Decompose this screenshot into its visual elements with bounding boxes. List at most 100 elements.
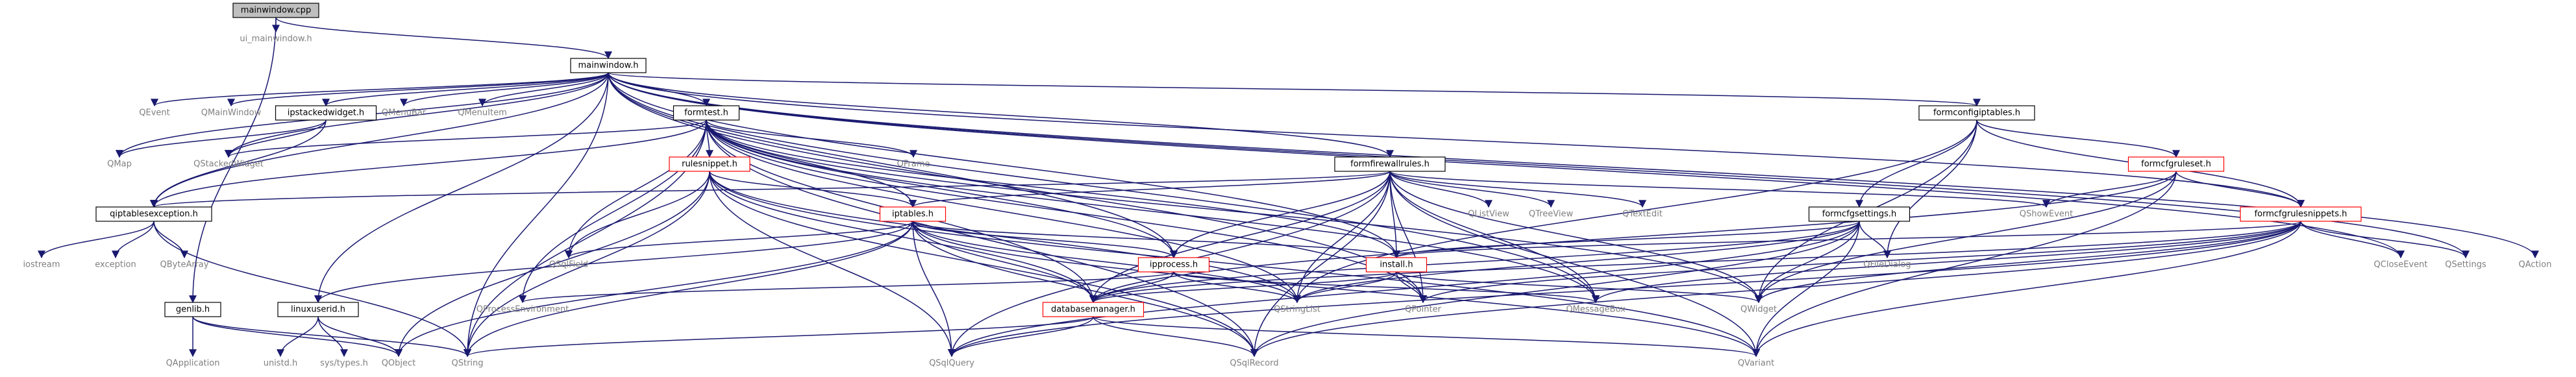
node-label: formcfgsettings.h — [1822, 210, 1897, 219]
graph-node-formtest-h[interactable]: formtest.h — [673, 105, 740, 121]
node-label: QMap — [107, 160, 132, 169]
node-label: ui_mainwindow.h — [240, 34, 312, 44]
graph-node-ipstackedwidget-h[interactable]: ipstackedwidget.h — [275, 105, 377, 121]
graph-node-genlib-h[interactable]: genlib.h — [164, 302, 221, 317]
graph-node-formconfigiptables-h[interactable]: formconfigiptables.h — [1918, 105, 2035, 121]
edge-mainwindow-cpp-to-genlib-h — [189, 17, 277, 304]
edge-iptables-h-to-qstringlist — [912, 221, 1301, 304]
edge-formfirewallrules-h-to-qvariant — [1389, 171, 1760, 358]
edge-formfirewallrules-h-to-ipprocess-h — [1170, 171, 1391, 259]
graph-node-install-h[interactable]: install.h — [1365, 257, 1428, 273]
edge-formfirewallrules-h-to-qtextedit — [1389, 171, 1646, 208]
node-label: sys/types.h — [320, 359, 368, 369]
edge-mainwindow-h-to-qevent — [151, 72, 609, 107]
edge-rulesnippet-h-to-qstringlist — [709, 171, 1301, 304]
edge-formconfigiptables-h-to-qstringlist — [1293, 119, 1977, 304]
edge-mainwindow-h-to-qmessagebox — [608, 72, 1600, 304]
edge-formcfgsettings-h-to-qvariant — [1752, 221, 1860, 358]
node-box — [669, 156, 750, 172]
node-label: QSqlQuery — [929, 359, 974, 369]
node-label: formconfigiptables.h — [1933, 108, 2020, 118]
edge-ipstackedwidget-h-to-qstackedwidget — [225, 119, 327, 158]
edge-formcfgrulesnippets-h-to-install-h — [1393, 221, 2301, 259]
node-label: QFrame — [897, 160, 930, 169]
edge-install-h-to-qstringlist — [1293, 271, 1397, 304]
edge-formfirewallrules-h-to-qmessagebox — [1389, 171, 1600, 304]
edge-formfirewallrules-h-to-iptables-h — [909, 171, 1391, 208]
edge-formcfgrulesnippets-h-to-qwidget — [1755, 221, 2301, 304]
node-box — [879, 206, 947, 222]
node-box — [1042, 302, 1145, 317]
edge-formfirewallrules-h-to-qstringlist — [1293, 171, 1391, 304]
graph-node-ipprocess-h[interactable]: ipprocess.h — [1137, 257, 1210, 273]
node-label: QTreeView — [1529, 210, 1574, 219]
edge-mainwindow-h-to-qmenuitem — [478, 72, 609, 107]
edge-formcfgrulesnippets-h-to-qcloseevent — [2300, 221, 2405, 259]
graph-node-qbytearray: QByteArray — [160, 260, 209, 270]
edge-mainwindow-h-to-qiptablesexception-h — [150, 72, 609, 208]
edge-formconfigiptables-h-to-qfiledialog — [1883, 119, 1977, 259]
node-box — [1334, 156, 1446, 172]
graph-node-ui-mainwindow-h: ui_mainwindow.h — [240, 34, 312, 44]
node-label: QMenuItem — [458, 108, 507, 118]
node-label: QByteArray — [160, 260, 209, 270]
edge-mainwindow-h-to-ipstackedwidget-h — [322, 72, 609, 107]
edge-iptables-h-to-qstring — [464, 221, 913, 358]
graph-node-qmenuitem: QMenuItem — [458, 108, 507, 118]
graph-node-qsettings: QSettings — [2445, 260, 2486, 270]
graph-node-exception: exception — [95, 260, 136, 270]
node-label: iostream — [23, 260, 60, 270]
graph-node-formfirewallrules-h[interactable]: formfirewallrules.h — [1334, 156, 1446, 172]
graph-node-formcfgruleset-h[interactable]: formcfgruleset.h — [2127, 156, 2225, 172]
node-label: formcfgruleset.h — [2141, 160, 2211, 169]
graph-node-mainwindow-h[interactable]: mainwindow.h — [570, 58, 647, 73]
node-label: unistd.h — [264, 359, 298, 369]
edge-formcfgrulesnippets-h-to-databasemanager-h — [1089, 221, 2301, 304]
node-box — [2240, 206, 2362, 222]
edge-formtest-h-to-qiptablesexception-h — [150, 119, 707, 208]
graph-node-sys-types-h: sys/types.h — [320, 359, 368, 369]
edge-formcfgrulesnippets-h-to-qsqlquery — [948, 221, 2301, 358]
node-label: mainwindow.h — [578, 61, 639, 71]
graph-node-qiptablesexception-h[interactable]: qiptablesexception.h — [95, 206, 212, 222]
edge-install-h-to-databasemanager-h — [1089, 271, 1397, 304]
node-label: qiptablesexception.h — [110, 210, 198, 219]
edge-formtest-h-to-qsqlfield — [565, 119, 707, 259]
node-label: QMessageBox — [1566, 305, 1626, 315]
node-label: formfirewallrules.h — [1350, 160, 1430, 169]
edge-formcfgrulesnippets-h-to-qsettings — [2300, 221, 2470, 259]
edge-qiptablesexception-h-to-qbytearray — [153, 221, 188, 259]
graph-node-rulesnippet-h[interactable]: rulesnippet.h — [669, 156, 750, 172]
edge-mainwindow-h-to-formfirewallrules-h — [608, 72, 1394, 158]
edge-ipprocess-h-to-qmessagebox — [1173, 271, 1600, 304]
edge-formcfgsettings-h-to-install-h — [1393, 221, 1860, 259]
edge-formfirewallrules-h-to-qsqlrecord — [1250, 171, 1391, 358]
edge-iptables-h-to-qvariant — [912, 221, 1760, 358]
graph-node-mainwindow-cpp[interactable]: mainwindow.cpp — [232, 3, 319, 18]
edge-ipstackedwidget-h-to-qmap — [116, 119, 327, 158]
edge-iptables-h-to-qobject — [395, 221, 913, 358]
edge-genlib-h-to-qstring — [192, 316, 471, 358]
edge-formconfigiptables-h-to-formcfgsettings-h — [1855, 119, 1977, 208]
edge-databasemanager-h-to-qsqlrecord — [1093, 316, 1258, 358]
graph-node-formcfgrulesnippets-h[interactable]: formcfgrulesnippets.h — [2240, 206, 2362, 222]
graph-node-linuxuserid-h[interactable]: linuxuserid.h — [277, 302, 359, 317]
graph-node-databasemanager-h[interactable]: databasemanager.h — [1042, 302, 1145, 317]
graph-node-formcfgsettings-h[interactable]: formcfgsettings.h — [1808, 206, 1911, 222]
graph-node-qstackedwidget: QStackedWidget — [193, 160, 264, 169]
edge-formcfgrulesnippets-h-to-qsqlrecord — [1250, 221, 2301, 358]
node-label: QStringList — [1274, 305, 1320, 315]
graph-node-qaction: QAction — [2519, 260, 2552, 270]
edge-formfirewallrules-h-to-databasemanager-h — [1089, 171, 1391, 304]
node-label: mainwindow.cpp — [241, 6, 311, 16]
graph-node-iptables-h[interactable]: iptables.h — [879, 206, 947, 222]
node-label: QFileDialog — [1863, 260, 1911, 270]
edge-genlib-h-to-qobject — [192, 316, 402, 358]
edge-mainwindow-h-to-install-h — [608, 72, 1400, 259]
graph-node-qmessagebox: QMessageBox — [1566, 305, 1626, 315]
graph-node-qapplication: QApplication — [166, 359, 220, 369]
edge-formtest-h-to-qstackedwidget — [225, 119, 707, 158]
graph-node-unistd-h: unistd.h — [264, 359, 298, 369]
edge-formcfgsettings-h-to-databasemanager-h — [1089, 221, 1860, 304]
graph-node-qfiledialog: QFileDialog — [1863, 260, 1911, 270]
